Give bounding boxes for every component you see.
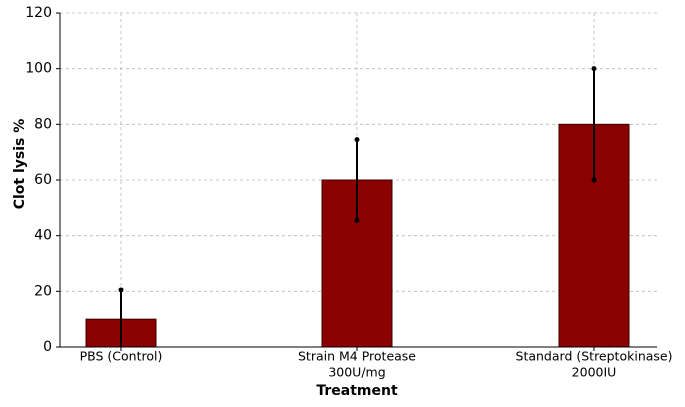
error-bar — [591, 66, 597, 183]
y-tick-label: 40 — [34, 228, 52, 244]
error-cap — [354, 217, 360, 223]
y-tick-label: 60 — [34, 172, 52, 188]
error-cap — [591, 177, 597, 183]
x-tick-label: PBS (Control) — [80, 349, 163, 364]
y-tick-label: 20 — [34, 283, 52, 299]
x-axis-title: Treatment — [316, 383, 398, 399]
x-tick-label: Strain M4 Protease — [298, 349, 416, 364]
y-tick-label: 100 — [25, 61, 52, 77]
y-tick-label: 80 — [34, 116, 52, 132]
x-tick-label: 300U/mg — [328, 365, 385, 380]
error-cap — [354, 137, 360, 143]
plot-area — [85, 66, 630, 347]
error-cap — [118, 287, 124, 293]
error-cap — [591, 66, 597, 72]
x-tick-label: 2000IU — [572, 365, 617, 380]
y-tick-label: 0 — [43, 339, 52, 355]
y-axis-title: Clot lysis % — [12, 119, 28, 210]
y-tick-label: 120 — [25, 5, 52, 21]
x-tick-label: Standard (Streptokinase) — [516, 349, 673, 364]
error-bar — [354, 137, 360, 223]
